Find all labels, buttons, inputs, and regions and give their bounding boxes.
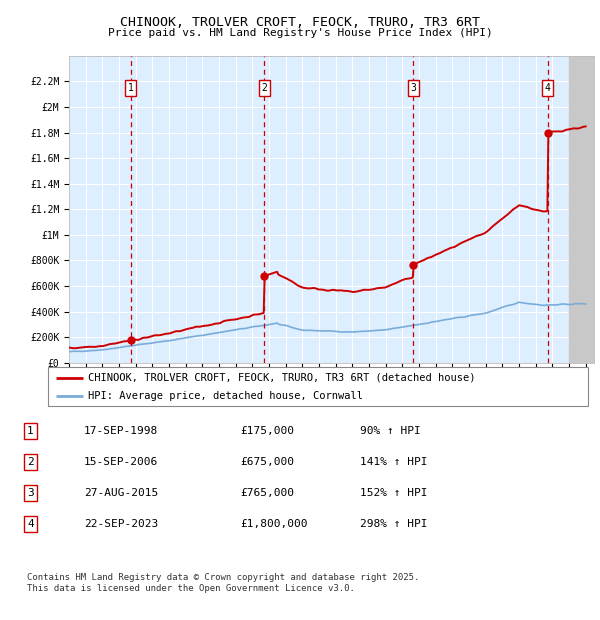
Text: HPI: Average price, detached house, Cornwall: HPI: Average price, detached house, Corn… bbox=[89, 391, 364, 401]
Text: Contains HM Land Registry data © Crown copyright and database right 2025.
This d: Contains HM Land Registry data © Crown c… bbox=[27, 574, 419, 593]
Text: 4: 4 bbox=[545, 83, 551, 93]
FancyBboxPatch shape bbox=[48, 367, 588, 406]
Text: 1: 1 bbox=[128, 83, 134, 93]
Text: 1: 1 bbox=[27, 426, 34, 436]
Text: 141% ↑ HPI: 141% ↑ HPI bbox=[360, 457, 427, 467]
Text: £175,000: £175,000 bbox=[240, 426, 294, 436]
Text: CHINOOK, TROLVER CROFT, FEOCK, TRURO, TR3 6RT: CHINOOK, TROLVER CROFT, FEOCK, TRURO, TR… bbox=[120, 16, 480, 29]
Bar bbox=[569, 56, 594, 363]
Text: £1,800,000: £1,800,000 bbox=[240, 519, 308, 529]
Text: 3: 3 bbox=[27, 488, 34, 498]
Text: Price paid vs. HM Land Registry's House Price Index (HPI): Price paid vs. HM Land Registry's House … bbox=[107, 28, 493, 38]
Text: £675,000: £675,000 bbox=[240, 457, 294, 467]
Text: 90% ↑ HPI: 90% ↑ HPI bbox=[360, 426, 421, 436]
Text: 4: 4 bbox=[27, 519, 34, 529]
Text: 22-SEP-2023: 22-SEP-2023 bbox=[84, 519, 158, 529]
Text: £765,000: £765,000 bbox=[240, 488, 294, 498]
Text: CHINOOK, TROLVER CROFT, FEOCK, TRURO, TR3 6RT (detached house): CHINOOK, TROLVER CROFT, FEOCK, TRURO, TR… bbox=[89, 373, 476, 383]
Text: 27-AUG-2015: 27-AUG-2015 bbox=[84, 488, 158, 498]
Text: 2: 2 bbox=[261, 83, 267, 93]
Text: 15-SEP-2006: 15-SEP-2006 bbox=[84, 457, 158, 467]
Text: 2: 2 bbox=[27, 457, 34, 467]
Text: 298% ↑ HPI: 298% ↑ HPI bbox=[360, 519, 427, 529]
Text: 17-SEP-1998: 17-SEP-1998 bbox=[84, 426, 158, 436]
Text: 152% ↑ HPI: 152% ↑ HPI bbox=[360, 488, 427, 498]
Text: 3: 3 bbox=[410, 83, 416, 93]
Bar bbox=[569, 56, 594, 363]
